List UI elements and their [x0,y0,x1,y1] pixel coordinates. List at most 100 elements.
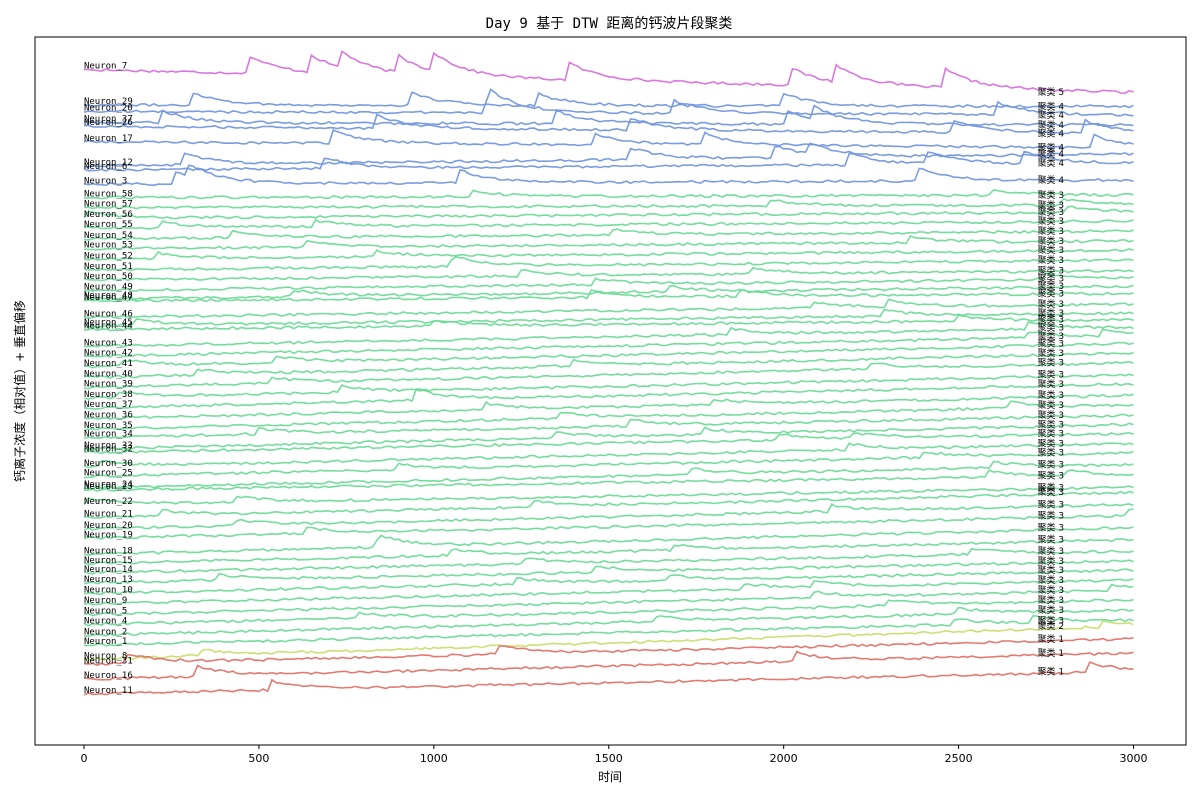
cluster-label: 聚类 3 [1038,409,1065,421]
cluster-label: 聚类 3 [1038,313,1065,325]
series-label: Neuron_30 [84,459,133,469]
series-line-neuron-10 [83,568,1134,596]
cluster-label: 聚类 3 [1038,481,1065,493]
series-line-neuron-21 [83,490,1134,519]
series-line-neuron-33 [83,422,1134,451]
series-label: Neuron_35 [84,421,133,431]
series-label: Neuron_31 [84,656,133,666]
series-line-neuron-51 [83,255,1134,272]
x-tick-label: 2000 [770,752,798,765]
cluster-label: 聚类 4 [1038,127,1065,139]
series-label: Neuron_6 [84,162,127,172]
series-label: Neuron_15 [84,556,133,566]
cluster-label: 聚类 3 [1038,459,1065,471]
series-label: Neuron_39 [84,379,133,389]
cluster-label: 聚类 3 [1038,199,1065,211]
plot-area-frame [34,36,1187,746]
series-label: Neuron_9 [84,596,127,606]
series-label: Neuron_37 [84,115,133,125]
cluster-label: 聚类 4 [1038,174,1065,186]
cluster-label: 聚类 3 [1038,265,1065,277]
series-line-neuron-11 [83,661,1134,696]
series-label: Neuron_52 [84,251,133,261]
series-line-neuron-54 [83,228,1134,241]
cluster-label: 聚类 3 [1038,330,1065,342]
series-line-neuron-13 [83,559,1134,585]
x-tick-label: 3000 [1120,752,1148,765]
cluster-label: 聚类 3 [1038,564,1065,576]
series-line-neuron-1 [83,615,1134,647]
x-tick-label: 500 [248,752,269,765]
series-label: Neuron_38 [84,390,133,400]
series-label: Neuron_57 [84,200,133,210]
series-line-neuron-39 [83,360,1134,390]
cluster-label: 聚类 4 [1038,100,1065,112]
series-line-neuron-56 [83,205,1134,220]
x-tick-label: 1500 [595,752,623,765]
series-label: Neuron_51 [84,262,133,272]
cluster-label: 聚类 3 [1038,594,1065,606]
series-line-neuron-17 [83,129,1134,150]
series-line-neuron-16 [83,650,1134,681]
cluster-label: 聚类 3 [1038,338,1065,350]
cluster-label: 聚类 3 [1038,510,1065,522]
x-axis-ticks: 0 500 1000 1500 2000 2500 3000 [80,745,1148,765]
cluster-label: 聚类 3 [1038,272,1065,284]
series-label: Neuron_22 [84,497,133,507]
series-line-neuron-19 [83,508,1134,540]
cluster-label: 聚类 3 [1038,298,1065,310]
cluster-label: 聚类 1 [1038,647,1065,659]
series-label: Neuron_48 [84,291,133,301]
series-label: Neuron_26 [84,118,133,128]
series-line-neuron-38 [83,373,1134,400]
series-label: Neuron_13 [84,575,133,585]
series-line-neuron-53 [83,235,1134,251]
cluster-label: 聚类 3 [1038,378,1065,390]
series-line-neuron-9 [83,578,1134,606]
cluster-label: 聚类 4 [1038,148,1065,160]
series-label: Neuron_2 [84,627,127,637]
series-label: Neuron_40 [84,370,133,380]
cluster-label: 聚类 1 [1038,633,1065,645]
series-line-neuron-42 [83,328,1134,358]
series-line-neuron-32 [83,431,1134,455]
series-line-neuron-7 [83,50,1134,95]
series-line-neuron-29 [84,91,1134,109]
series-line-neuron-35 [83,400,1134,432]
series-label: Neuron_20 [84,521,133,531]
cluster-label: 聚类 3 [1038,287,1065,299]
series-label: Neuron_42 [84,348,133,358]
cluster-label: 聚类 3 [1038,522,1065,534]
series-label: Neuron_4 [84,617,127,627]
cluster-label: 聚类 3 [1038,307,1065,319]
series-line-neuron-3 [83,164,1134,187]
cluster-label: 聚类 3 [1038,347,1065,359]
series-label: Neuron_18 [84,547,133,557]
x-tick-label: 0 [80,752,87,765]
series-label: Neuron_44 [84,321,133,331]
cluster-label: 聚类 3 [1038,215,1065,227]
series-label: Neuron_19 [84,530,133,540]
series-label: Neuron_7 [84,62,127,72]
cluster-label: 聚类 3 [1038,254,1065,266]
series-label: Neuron_47 [84,293,133,303]
series-line-neuron-37 [83,104,1134,127]
series-line-neuron-36 [83,393,1134,421]
cluster-label: 聚类 3 [1038,584,1065,596]
cluster-label: 聚类 3 [1038,486,1065,498]
y-axis-label: 钙离子浓度（相对值）+ 垂直偏移 [12,300,27,482]
series-label: Neuron_46 [84,309,133,319]
series-line-neuron-18 [83,526,1134,557]
cluster-label: 聚类 1 [1038,665,1065,677]
series-label: Neuron_25 [84,469,133,479]
series-label: Neuron_29 [84,97,133,107]
cluster-label: 聚类 2 [1038,620,1065,632]
chart-title: Day 9 基于 DTW 距离的钙波片段聚类 [486,15,733,32]
series-line-neuron-30 [83,442,1134,469]
series-label: Neuron_50 [84,272,133,282]
series-line-neuron-12 [83,142,1134,168]
series-line-neuron-34 [83,413,1134,440]
cluster-label: 聚类 3 [1038,534,1065,546]
cluster-label: 聚类 3 [1038,418,1065,430]
